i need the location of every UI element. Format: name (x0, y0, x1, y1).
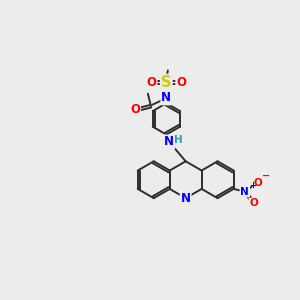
Text: O: O (249, 199, 258, 208)
Text: O: O (130, 103, 140, 116)
Text: S: S (161, 75, 172, 90)
Text: H: H (174, 136, 183, 146)
Text: +: + (249, 181, 256, 190)
Text: O: O (146, 76, 157, 89)
Text: −: − (262, 171, 270, 181)
Text: N: N (241, 187, 249, 196)
Text: N: N (164, 136, 174, 148)
Text: N: N (161, 92, 171, 104)
Text: N: N (181, 192, 191, 205)
Text: O: O (253, 178, 262, 188)
Text: O: O (176, 76, 186, 89)
